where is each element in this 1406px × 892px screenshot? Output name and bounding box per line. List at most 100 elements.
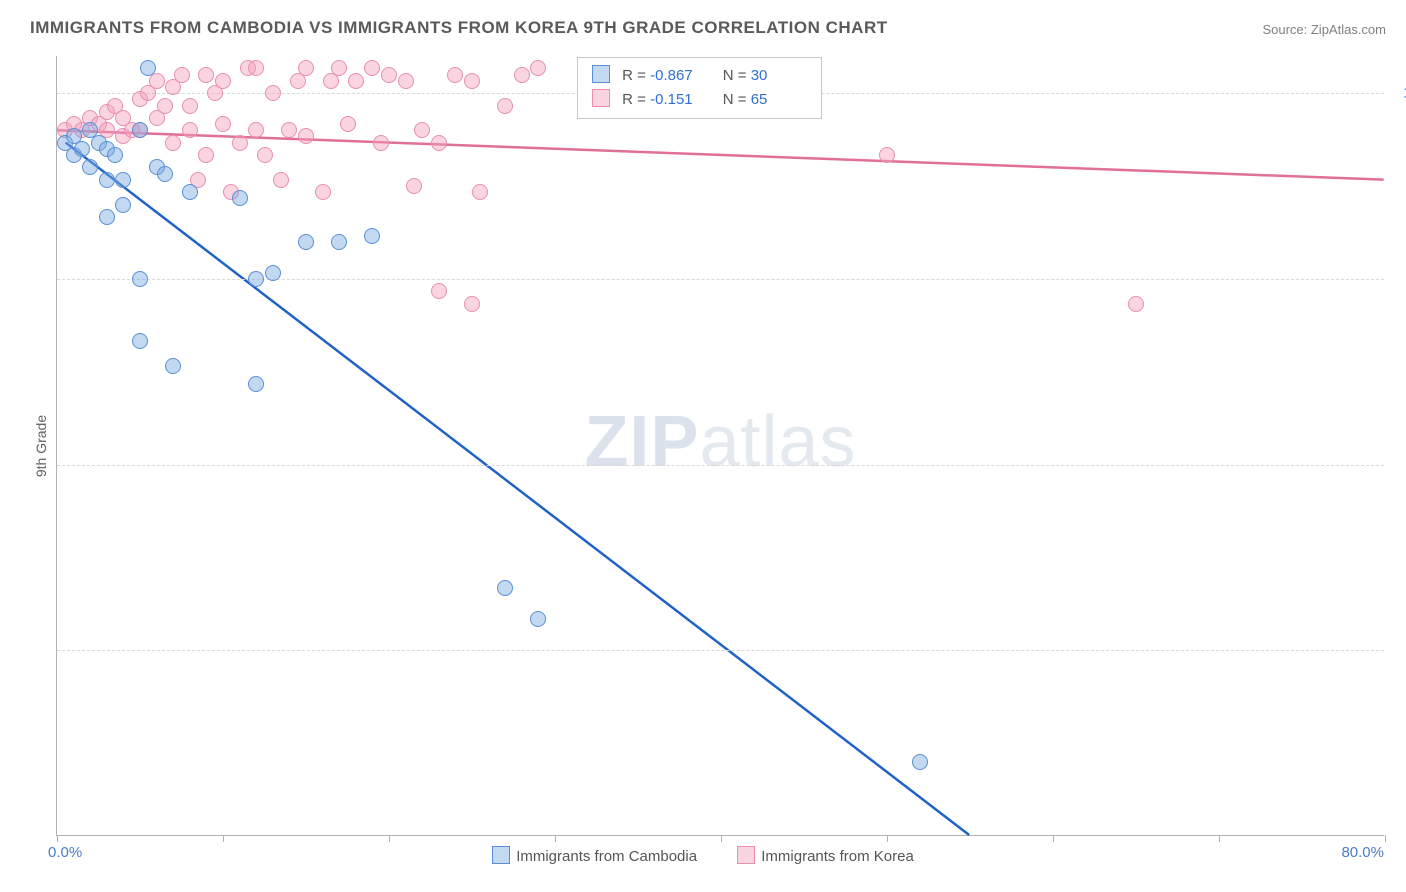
point-korea bbox=[398, 73, 414, 89]
stats-r-label: R = bbox=[622, 67, 650, 84]
legend-item-korea: Immigrants from Korea bbox=[737, 846, 914, 865]
chart-title: IMMIGRANTS FROM CAMBODIA VS IMMIGRANTS F… bbox=[30, 18, 888, 38]
point-cambodia bbox=[265, 265, 281, 281]
point-cambodia bbox=[82, 159, 98, 175]
point-cambodia bbox=[248, 376, 264, 392]
x-tick bbox=[389, 835, 390, 842]
point-cambodia bbox=[99, 172, 115, 188]
point-korea bbox=[431, 135, 447, 151]
point-cambodia bbox=[182, 184, 198, 200]
point-korea bbox=[431, 283, 447, 299]
point-korea bbox=[464, 73, 480, 89]
point-korea bbox=[879, 147, 895, 163]
point-cambodia bbox=[298, 234, 314, 250]
point-cambodia bbox=[115, 172, 131, 188]
point-cambodia bbox=[497, 580, 513, 596]
stats-r-label: R = bbox=[622, 91, 650, 108]
x-tick bbox=[887, 835, 888, 842]
point-cambodia bbox=[165, 358, 181, 374]
point-korea bbox=[331, 60, 347, 76]
legend-swatch-cambodia bbox=[492, 846, 510, 864]
point-korea bbox=[232, 135, 248, 151]
stats-row-cambodia: R = -0.867 N = 30 bbox=[592, 64, 807, 88]
y-tick-label: 55.0% bbox=[1394, 642, 1406, 659]
legend-label-cambodia: Immigrants from Cambodia bbox=[516, 848, 697, 865]
source-label: Source: bbox=[1262, 22, 1310, 37]
point-korea bbox=[198, 67, 214, 83]
point-cambodia bbox=[99, 209, 115, 225]
point-korea bbox=[1128, 296, 1144, 312]
point-cambodia bbox=[912, 754, 928, 770]
point-cambodia bbox=[248, 271, 264, 287]
x-tick bbox=[721, 835, 722, 842]
source-attribution: Source: ZipAtlas.com bbox=[1262, 22, 1386, 37]
bottom-legend: Immigrants from Cambodia Immigrants from… bbox=[0, 846, 1406, 865]
point-korea bbox=[381, 67, 397, 83]
point-korea bbox=[298, 128, 314, 144]
source-value: ZipAtlas.com bbox=[1311, 22, 1386, 37]
x-tick bbox=[223, 835, 224, 842]
point-cambodia bbox=[157, 166, 173, 182]
point-korea bbox=[215, 116, 231, 132]
point-cambodia bbox=[140, 60, 156, 76]
point-korea bbox=[298, 60, 314, 76]
point-korea bbox=[248, 122, 264, 138]
y-tick-label: 100.0% bbox=[1394, 85, 1406, 102]
regression-lines-layer bbox=[57, 56, 1384, 835]
watermark: ZIPatlas bbox=[584, 400, 856, 482]
point-korea bbox=[364, 60, 380, 76]
watermark-zip: ZIP bbox=[584, 401, 699, 481]
stats-n-label: N = bbox=[723, 91, 751, 108]
point-korea bbox=[406, 178, 422, 194]
watermark-atlas: atlas bbox=[699, 401, 856, 481]
regression-line-cambodia bbox=[66, 143, 970, 835]
gridline-h bbox=[57, 465, 1384, 466]
legend-swatch-korea bbox=[737, 846, 755, 864]
point-korea bbox=[257, 147, 273, 163]
point-cambodia bbox=[364, 228, 380, 244]
stats-row-korea: R = -0.151 N = 65 bbox=[592, 88, 807, 112]
point-korea bbox=[315, 184, 331, 200]
gridline-h bbox=[57, 650, 1384, 651]
point-cambodia bbox=[107, 147, 123, 163]
point-korea bbox=[215, 73, 231, 89]
point-korea bbox=[472, 184, 488, 200]
plot-area: ZIPatlas 55.0%70.0%85.0%100.0% bbox=[56, 56, 1384, 836]
stats-swatch-cambodia bbox=[592, 65, 610, 83]
y-tick-label: 70.0% bbox=[1394, 456, 1406, 473]
point-cambodia bbox=[132, 333, 148, 349]
point-korea bbox=[530, 60, 546, 76]
point-cambodia bbox=[74, 141, 90, 157]
point-korea bbox=[198, 147, 214, 163]
x-tick bbox=[1053, 835, 1054, 842]
point-cambodia bbox=[132, 122, 148, 138]
point-cambodia bbox=[115, 197, 131, 213]
stats-swatch-korea bbox=[592, 89, 610, 107]
x-tick bbox=[555, 835, 556, 842]
point-korea bbox=[447, 67, 463, 83]
point-korea bbox=[348, 73, 364, 89]
y-tick-label: 85.0% bbox=[1394, 270, 1406, 287]
point-cambodia bbox=[132, 271, 148, 287]
point-korea bbox=[182, 98, 198, 114]
point-korea bbox=[248, 60, 264, 76]
stats-r-cambodia: -0.867 bbox=[650, 64, 706, 88]
x-tick bbox=[1219, 835, 1220, 842]
point-korea bbox=[497, 98, 513, 114]
x-tick bbox=[1385, 835, 1386, 842]
stats-n-cambodia: 30 bbox=[751, 64, 807, 88]
point-korea bbox=[182, 122, 198, 138]
point-korea bbox=[373, 135, 389, 151]
y-axis-title: 9th Grade bbox=[33, 415, 49, 477]
point-korea bbox=[514, 67, 530, 83]
point-korea bbox=[414, 122, 430, 138]
point-korea bbox=[265, 85, 281, 101]
point-korea bbox=[273, 172, 289, 188]
point-cambodia bbox=[530, 611, 546, 627]
point-korea bbox=[165, 135, 181, 151]
stats-n-label: N = bbox=[723, 67, 751, 84]
point-korea bbox=[157, 98, 173, 114]
stats-r-korea: -0.151 bbox=[650, 88, 706, 112]
legend-label-korea: Immigrants from Korea bbox=[761, 848, 914, 865]
x-tick bbox=[57, 835, 58, 842]
